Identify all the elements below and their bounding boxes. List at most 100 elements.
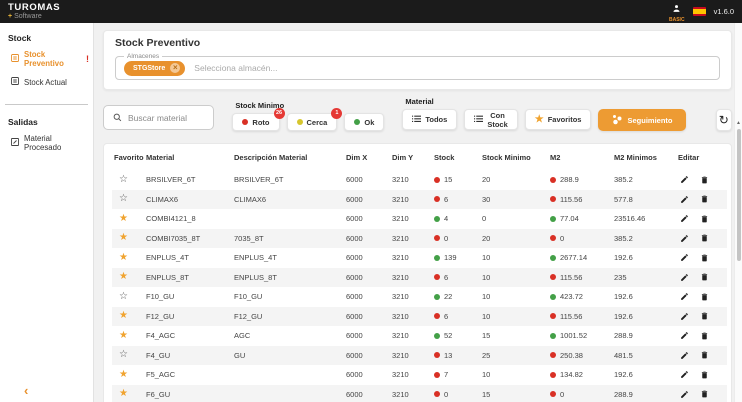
table-row: ★ COMBI7035_8T 7035_8T 6000 3210 0 20 0 …: [112, 228, 727, 248]
filter-button-ok[interactable]: Ok: [344, 113, 385, 131]
delete-trash-icon[interactable]: [700, 194, 709, 204]
table-row: ★ F6_GU 6000 3210 0 15 0 288.9: [112, 384, 727, 402]
edit-pencil-icon[interactable]: [680, 195, 689, 204]
favorite-star-icon[interactable]: ★: [119, 251, 128, 263]
stock-table: Favorito Material Descripción Material D…: [103, 143, 732, 402]
delete-trash-icon[interactable]: [700, 272, 709, 282]
delete-trash-icon[interactable]: [700, 292, 709, 302]
material-cell: CLIMAX6: [146, 194, 179, 204]
material-procesado-icon: [10, 137, 20, 149]
delete-trash-icon[interactable]: [700, 331, 709, 341]
edit-pencil-icon[interactable]: [680, 312, 689, 321]
user-menu[interactable]: BASIC: [669, 1, 685, 23]
scroll-up-arrow-icon[interactable]: ▲: [736, 120, 741, 126]
edit-pencil-icon[interactable]: [680, 331, 689, 340]
material-cell: BRSILVER_6T: [146, 175, 196, 185]
delete-trash-icon[interactable]: [700, 370, 709, 380]
edit-pencil-icon[interactable]: [680, 234, 689, 243]
filter-button-favoritos[interactable]: ★ Favoritos: [524, 109, 592, 130]
m2-status-dot-icon: [550, 391, 556, 398]
almacen-chip[interactable]: STGStore ×: [124, 60, 186, 76]
favorite-star-icon[interactable]: ☆: [119, 290, 128, 302]
stock-minimo-cell: 10: [482, 292, 491, 302]
m2-cell: 288.9: [548, 175, 612, 184]
favorite-star-icon[interactable]: ★: [119, 368, 128, 380]
stock-actual-icon: [10, 76, 20, 88]
m2-cell: 423.72: [548, 292, 612, 301]
edit-pencil-icon[interactable]: [680, 351, 689, 360]
favorite-star-icon[interactable]: ★: [119, 212, 128, 224]
delete-trash-icon[interactable]: [700, 389, 709, 399]
stock-cell: 52: [432, 331, 480, 340]
edit-pencil-icon[interactable]: [680, 273, 689, 282]
column-header-dimx: Dim X: [346, 152, 368, 162]
material-cell: COMBI4121_8: [146, 214, 196, 224]
spain-flag-icon[interactable]: [692, 7, 706, 16]
sidebar-item-label: Stock Preventivo: [24, 50, 64, 68]
material-cell: ENPLUS_4T: [146, 253, 189, 263]
filter-button-label: Todos: [425, 115, 448, 124]
edit-pencil-icon[interactable]: [680, 214, 689, 223]
refresh-button[interactable]: ↻: [715, 109, 732, 131]
delete-trash-icon[interactable]: [700, 253, 709, 263]
edit-pencil-icon[interactable]: [680, 390, 689, 399]
sidebar-item-label: Material Procesado: [24, 134, 62, 152]
favorite-star-icon[interactable]: ★: [119, 271, 128, 283]
stock-cell: 139: [432, 253, 480, 262]
delete-trash-icon[interactable]: [700, 175, 709, 185]
sidebar-item-stock-preventivo[interactable]: Stock Preventivo !: [0, 46, 93, 72]
sidebar-collapse-chevron-icon[interactable]: ‹: [24, 383, 29, 398]
sidebar-item-stock-actual[interactable]: Stock Actual: [0, 72, 93, 92]
stock-preventivo-icon: [10, 53, 20, 65]
dimy-cell: 3210: [392, 175, 409, 185]
filter-button-todos[interactable]: Todos: [402, 109, 458, 130]
column-header-stock-minimo: Stock Minimo: [482, 152, 531, 162]
favorite-star-icon[interactable]: ☆: [119, 349, 128, 361]
dimx-cell: 6000: [346, 233, 363, 243]
sidebar-item-material-procesado[interactable]: Material Procesado: [0, 130, 93, 156]
edit-pencil-icon[interactable]: [680, 292, 689, 301]
description-cell: F10_GU: [234, 292, 263, 302]
favorite-star-icon[interactable]: ★: [119, 310, 128, 322]
user-role-label: BASIC: [669, 16, 685, 23]
scrollbar-thumb[interactable]: [736, 129, 741, 261]
delete-trash-icon[interactable]: [700, 233, 709, 243]
favorite-star-icon[interactable]: ★: [119, 232, 128, 244]
sidebar-section-stock: Stock: [8, 33, 32, 43]
dimy-cell: 3210: [392, 233, 409, 243]
search-input[interactable]: Buscar material: [103, 105, 215, 130]
filter-button-con-stock[interactable]: Con Stock: [464, 109, 518, 130]
m2-status-dot-icon: [550, 215, 556, 222]
filter-button-cerca[interactable]: Cerca 1: [286, 108, 343, 131]
dimx-cell: 6000: [346, 175, 363, 185]
favorite-star-icon[interactable]: ★: [119, 388, 128, 400]
edit-pencil-icon[interactable]: [680, 370, 689, 379]
filter-button-seguimiento[interactable]: Seguimiento: [598, 109, 686, 131]
delete-trash-icon[interactable]: [700, 214, 709, 224]
almacen-select[interactable]: Almacenes STGStore × Selecciona almacén.…: [115, 53, 720, 80]
header-card: Stock Preventivo Almacenes STGStore × Se…: [103, 30, 732, 90]
m2-status-dot-icon: [550, 371, 556, 378]
description-cell: AGC: [234, 331, 251, 341]
delete-trash-icon[interactable]: [700, 311, 709, 321]
table-row: ★ COMBI4121_8 6000 3210 4 0 77.04 23516.…: [112, 209, 727, 229]
favorite-star-icon[interactable]: ☆: [119, 193, 128, 205]
stock-minimo-cell: 15: [482, 331, 491, 341]
page-scrollbar[interactable]: ▲: [734, 23, 742, 402]
refresh-icon: ↻: [718, 113, 729, 127]
delete-trash-icon[interactable]: [700, 350, 709, 360]
stock-cell: 6: [432, 195, 480, 204]
description-cell: ENPLUS_8T: [234, 272, 277, 282]
stock-status-dot-icon: [434, 215, 440, 222]
table-row: ☆ CLIMAX6 CLIMAX6 6000 3210 6 30 115.56 …: [112, 189, 727, 209]
favorite-star-icon[interactable]: ☆: [119, 173, 128, 185]
column-header-m2: M2: [550, 152, 561, 162]
edit-pencil-icon[interactable]: [680, 175, 689, 184]
filter-button-roto[interactable]: Roto 26: [232, 108, 285, 131]
stock-minimo-cell: 15: [482, 389, 491, 399]
favorite-star-icon[interactable]: ★: [119, 329, 128, 341]
dimx-cell: 6000: [346, 389, 363, 399]
search-placeholder: Buscar material: [128, 112, 188, 123]
chip-close-icon[interactable]: ×: [170, 63, 181, 73]
edit-pencil-icon[interactable]: [680, 253, 689, 262]
